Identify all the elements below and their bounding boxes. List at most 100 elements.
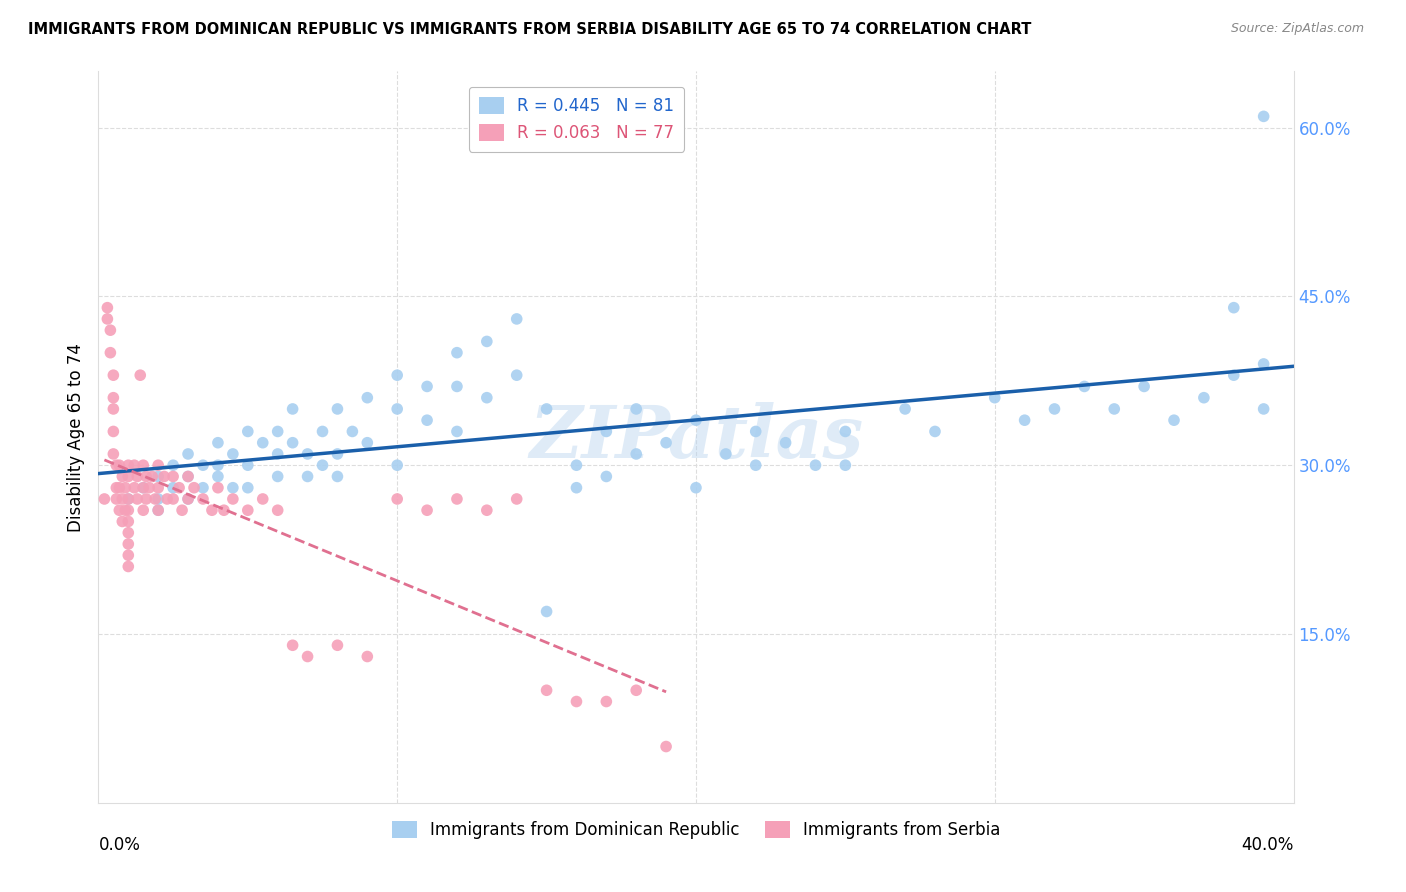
Point: [114, 503, 136, 517]
Point: [114, 481, 136, 495]
Point: [183, 481, 205, 495]
Point: [565, 481, 588, 495]
Point: [153, 469, 176, 483]
Point: [201, 503, 224, 517]
Point: [655, 435, 678, 450]
Point: [105, 481, 128, 495]
Point: [565, 458, 588, 473]
Point: [1163, 413, 1185, 427]
Point: [267, 503, 290, 517]
Point: [311, 458, 333, 473]
Point: [222, 447, 245, 461]
Point: [117, 525, 139, 540]
Point: [124, 481, 146, 495]
Point: [172, 503, 194, 517]
Point: [1043, 401, 1066, 416]
Point: [207, 481, 229, 495]
Point: [745, 458, 768, 473]
Text: 0.0%: 0.0%: [98, 836, 141, 854]
Point: [446, 491, 468, 506]
Point: [356, 649, 378, 664]
Point: [924, 425, 946, 439]
Point: [117, 515, 139, 529]
Point: [191, 458, 214, 473]
Point: [655, 739, 678, 754]
Point: [135, 491, 157, 506]
Point: [311, 425, 333, 439]
Point: [103, 401, 125, 416]
Point: [281, 401, 304, 416]
Point: [111, 515, 134, 529]
Point: [252, 435, 274, 450]
Text: 40.0%: 40.0%: [1241, 836, 1294, 854]
Point: [595, 694, 617, 708]
Point: [103, 391, 125, 405]
Point: [834, 425, 856, 439]
Point: [416, 503, 439, 517]
Point: [132, 503, 155, 517]
Point: [416, 379, 439, 393]
Point: [475, 391, 498, 405]
Point: [416, 413, 439, 427]
Point: [111, 469, 134, 483]
Point: [108, 503, 131, 517]
Text: ZIPatlas: ZIPatlas: [529, 401, 863, 473]
Point: [103, 368, 125, 383]
Point: [222, 491, 245, 506]
Text: IMMIGRANTS FROM DOMINICAN REPUBLIC VS IMMIGRANTS FROM SERBIA DISABILITY AGE 65 T: IMMIGRANTS FROM DOMINICAN REPUBLIC VS IM…: [28, 22, 1032, 37]
Point: [385, 368, 409, 383]
Point: [148, 503, 170, 517]
Point: [191, 481, 214, 495]
Point: [117, 491, 139, 506]
Point: [212, 503, 235, 517]
Point: [1014, 413, 1036, 427]
Point: [108, 481, 131, 495]
Point: [326, 469, 349, 483]
Point: [162, 491, 184, 506]
Point: [143, 491, 166, 506]
Point: [117, 458, 139, 473]
Legend: Immigrants from Dominican Republic, Immigrants from Serbia: Immigrants from Dominican Republic, Immi…: [385, 814, 1007, 846]
Point: [103, 447, 125, 461]
Point: [132, 458, 155, 473]
Point: [156, 491, 179, 506]
Point: [105, 491, 128, 506]
Point: [148, 458, 170, 473]
Point: [1253, 357, 1275, 371]
Point: [356, 391, 378, 405]
Point: [385, 401, 409, 416]
Point: [475, 334, 498, 349]
Point: [96, 301, 118, 315]
Point: [207, 435, 229, 450]
Point: [595, 469, 617, 483]
Text: Source: ZipAtlas.com: Source: ZipAtlas.com: [1230, 22, 1364, 36]
Point: [1223, 301, 1246, 315]
Point: [685, 413, 707, 427]
Point: [236, 458, 259, 473]
Point: [1104, 401, 1126, 416]
Point: [1253, 109, 1275, 123]
Point: [98, 345, 122, 359]
Point: [834, 458, 856, 473]
Point: [1073, 379, 1095, 393]
Point: [111, 491, 134, 506]
Point: [1133, 379, 1156, 393]
Point: [117, 469, 139, 483]
Point: [96, 312, 118, 326]
Point: [124, 458, 146, 473]
Point: [177, 491, 200, 506]
Point: [132, 481, 155, 495]
Point: [252, 491, 274, 506]
Point: [191, 491, 214, 506]
Point: [148, 491, 170, 506]
Point: [281, 435, 304, 450]
Point: [446, 379, 468, 393]
Y-axis label: Disability Age 65 to 74: Disability Age 65 to 74: [66, 343, 84, 532]
Point: [297, 469, 319, 483]
Point: [714, 447, 737, 461]
Point: [297, 649, 319, 664]
Point: [506, 491, 529, 506]
Point: [117, 503, 139, 517]
Point: [267, 447, 290, 461]
Point: [446, 345, 468, 359]
